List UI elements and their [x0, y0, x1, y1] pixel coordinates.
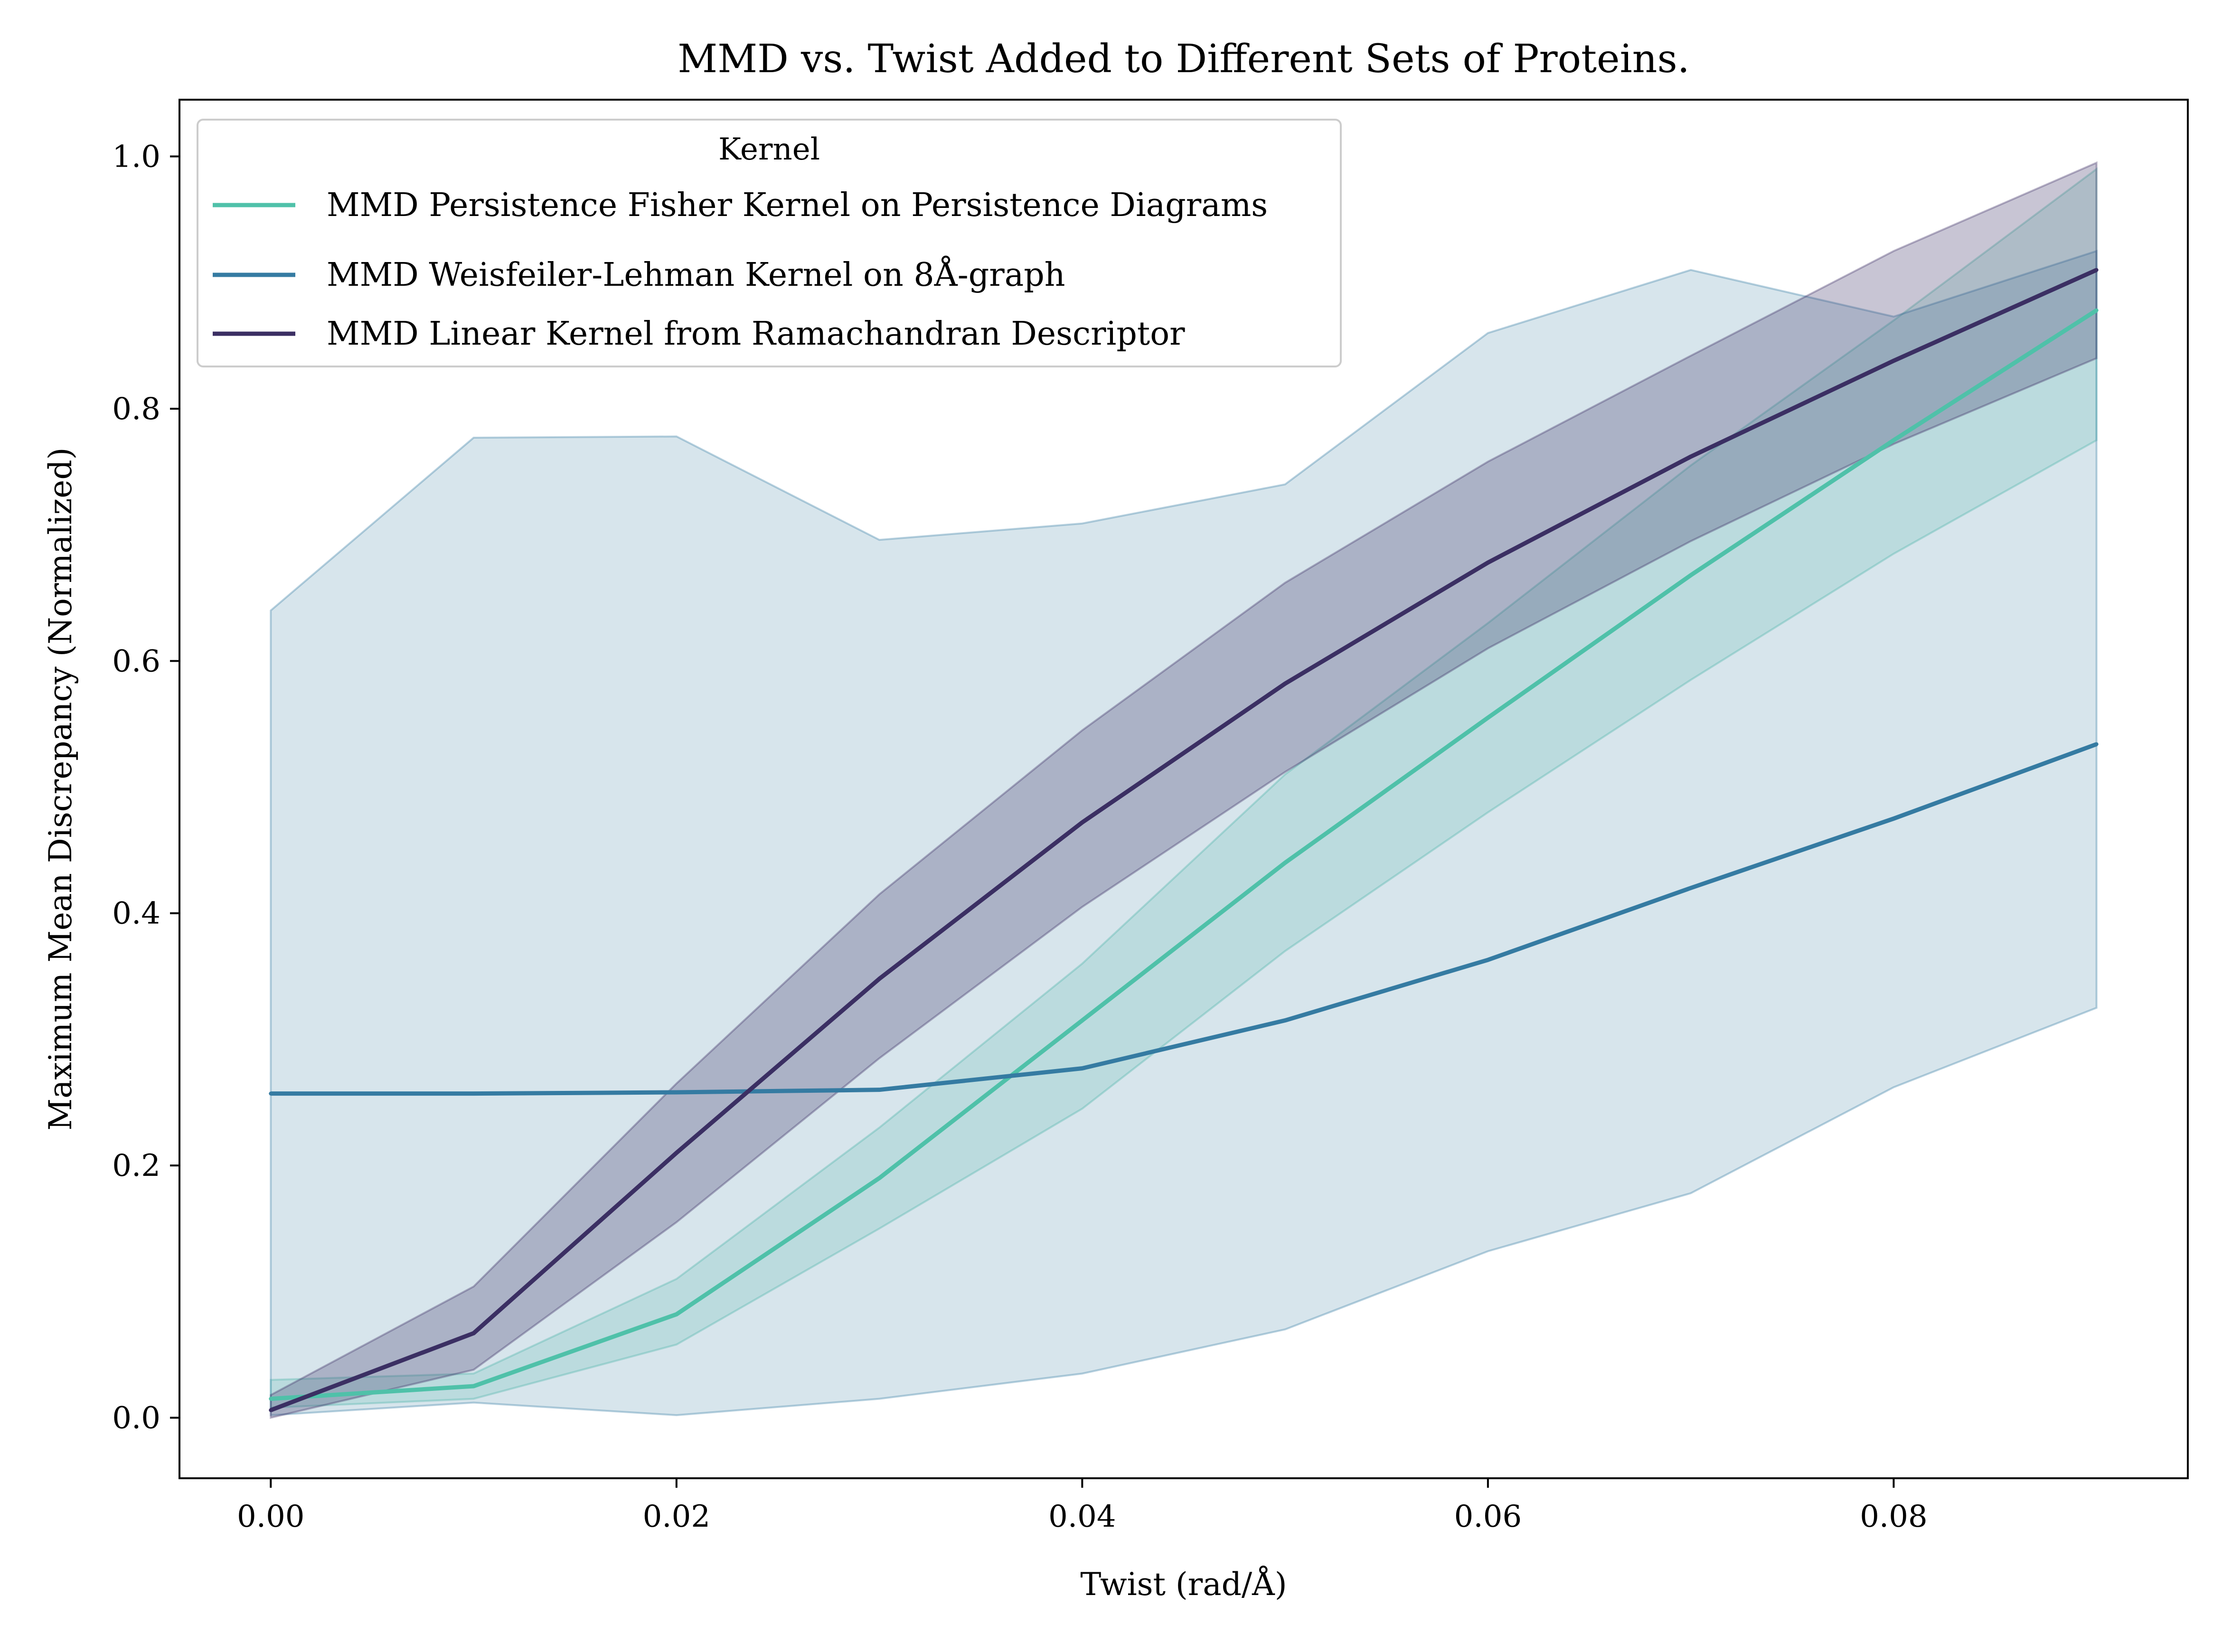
- data-point-series-2-9: [2094, 742, 2099, 746]
- x-axis-label: Twist (rad/Å): [1080, 1566, 1287, 1603]
- data-point-series-1-1: [471, 1384, 476, 1389]
- data-point-series-3-9: [2094, 268, 2099, 272]
- y-tick-label: 0.6: [112, 644, 160, 679]
- x-tick-label: 0.06: [1454, 1499, 1522, 1534]
- legend-items: MMD Persistence Fisher Kernel on Persist…: [213, 187, 1268, 353]
- data-point-series-1-0: [269, 1397, 273, 1401]
- confidence-band-mmd-linear-kernel-from-ramachandran-desc: [270, 161, 2098, 1419]
- chart-title: MMD vs. Twist Added to Different Sets of…: [678, 37, 1690, 82]
- data-point-series-3-0: [269, 1408, 273, 1412]
- data-point-series-1-4: [1080, 1018, 1084, 1023]
- data-point-series-2-5: [1283, 1018, 1287, 1023]
- confidence-band-mmd-persistence-fisher-kernel-on-persist: [270, 167, 2098, 1409]
- x-axis-ticks: 0.00 0.02 0.04 0.06 0.08: [237, 1478, 1928, 1534]
- y-axis-ticks: 0.0 0.2 0.4 0.6 0.8 1.0: [112, 140, 179, 1436]
- data-point-series-2-8: [1892, 817, 1896, 821]
- data-point-series-2-1: [471, 1091, 476, 1096]
- y-tick-label: 0.8: [112, 392, 160, 427]
- x-tick-label: 0.02: [643, 1499, 711, 1534]
- data-point-series-3-2: [674, 1151, 678, 1155]
- y-tick-label: 0.2: [112, 1148, 160, 1183]
- y-tick-label: 0.4: [112, 896, 160, 931]
- y-tick-label: 0.0: [112, 1400, 160, 1436]
- data-point-series-3-8: [1892, 358, 1896, 363]
- data-point-series-2-6: [1486, 958, 1490, 962]
- plot-frame: [179, 99, 2189, 1479]
- data-point-series-1-3: [877, 1176, 882, 1180]
- data-point-series-2-3: [877, 1088, 882, 1092]
- x-tick-label: 0.08: [1860, 1499, 1928, 1534]
- series-lines: [269, 268, 2099, 1412]
- series-line-1: [270, 308, 2098, 1401]
- x-tick-label: 0.00: [237, 1499, 305, 1534]
- data-point-series-2-0: [269, 1091, 273, 1096]
- data-point-series-3-1: [471, 1331, 476, 1335]
- series-line-2: [271, 742, 2098, 1096]
- y-axis-label: Maximum Mean Discrepancy (Normalized): [42, 448, 79, 1131]
- data-point-series-3-7: [1689, 454, 1693, 459]
- legend-label-1: MMD Persistence Fisher Kernel on Persist…: [327, 187, 1268, 224]
- data-point-series-2-4: [1080, 1066, 1084, 1070]
- legend-label-3: MMD Linear Kernel from Ramachandran Desc…: [327, 315, 1185, 353]
- confidence-bands: [270, 161, 2098, 1419]
- data-point-series-3-3: [877, 976, 882, 981]
- series-line-3: [270, 268, 2098, 1412]
- legend-label-2: MMD Weisfeiler-Lehman Kernel on 8Å-graph: [327, 256, 1065, 294]
- legend-box: [197, 119, 1342, 367]
- legend: Kernel MMD Persistence Fisher Kernel on …: [197, 119, 1342, 367]
- x-tick-label: 0.04: [1048, 1499, 1116, 1534]
- data-point-series-3-5: [1283, 682, 1287, 686]
- data-point-series-2-2: [674, 1090, 678, 1094]
- data-point-series-1-8: [1892, 438, 1896, 442]
- legend-title: Kernel: [718, 132, 820, 167]
- y-tick-label: 1.0: [112, 140, 160, 175]
- data-point-series-3-4: [1080, 820, 1084, 825]
- data-point-series-3-6: [1486, 561, 1490, 565]
- data-point-series-1-5: [1283, 861, 1287, 865]
- data-point-series-1-6: [1486, 715, 1490, 720]
- data-point-series-1-9: [2094, 308, 2099, 312]
- confidence-band-mmd-weisfeiler-lehman-kernel-on-8-graph: [270, 250, 2098, 1417]
- data-point-series-2-7: [1689, 886, 1693, 890]
- data-point-series-1-7: [1689, 573, 1693, 577]
- data-point-series-1-2: [674, 1312, 678, 1316]
